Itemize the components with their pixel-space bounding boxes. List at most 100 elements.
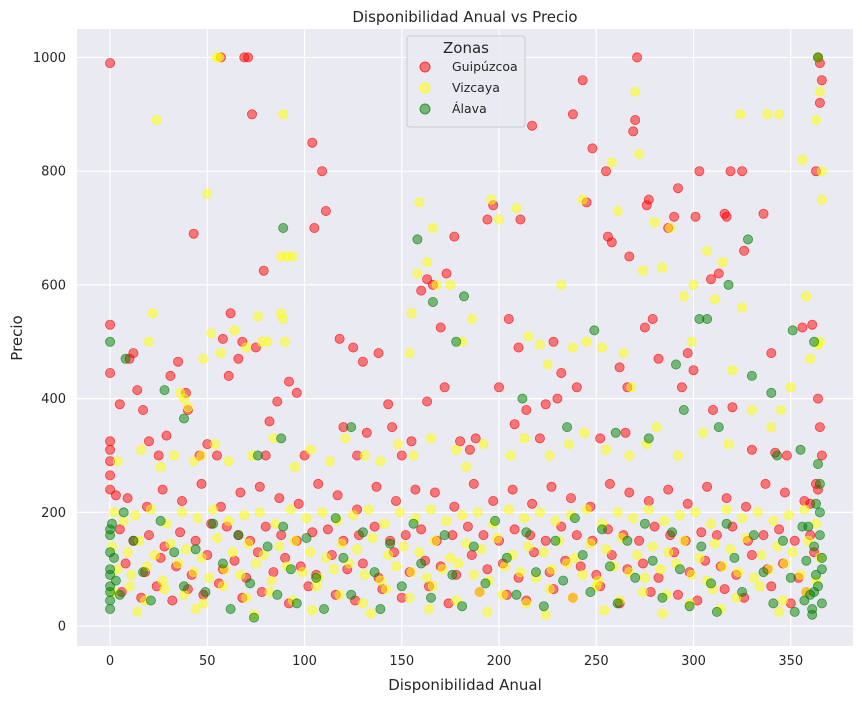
point-guipuzcoa xyxy=(746,444,757,455)
point-guipuzcoa xyxy=(669,211,680,222)
point-vizcaya xyxy=(215,348,226,359)
point-guipuzcoa xyxy=(435,322,446,333)
point-guipuzcoa xyxy=(567,109,578,120)
point-vizcaya xyxy=(482,606,493,617)
point-vizcaya xyxy=(779,558,790,569)
tick-labels: 0 50 100 150 200 250 300 350 0 200 400 600 800 1000 xyxy=(33,51,803,669)
point-alava xyxy=(346,422,357,433)
point-guipuzcoa xyxy=(153,450,164,461)
point-guipuzcoa xyxy=(317,166,328,177)
point-alava xyxy=(809,336,820,347)
point-alava xyxy=(439,530,450,541)
point-alava xyxy=(128,535,139,546)
point-guipuzcoa xyxy=(114,399,125,410)
point-guipuzcoa xyxy=(441,268,452,279)
point-alava xyxy=(706,578,717,589)
point-alava xyxy=(385,538,396,549)
point-alava xyxy=(200,587,211,598)
legend-label-vizcaya: Vizcaya xyxy=(452,80,500,95)
point-vizcaya xyxy=(196,552,207,563)
legend: Zonas Guipúzcoa Vizcaya Álava xyxy=(406,35,526,128)
point-vizcaya xyxy=(211,533,222,544)
point-vizcaya xyxy=(202,188,213,199)
point-alava xyxy=(120,353,131,364)
point-guipuzcoa xyxy=(122,493,133,504)
point-guipuzcoa xyxy=(509,524,520,535)
point-vizcaya xyxy=(414,547,425,558)
point-alava xyxy=(768,598,779,609)
point-vizcaya xyxy=(196,450,207,461)
point-guipuzcoa xyxy=(606,237,617,248)
point-vizcaya xyxy=(149,550,160,561)
legend-title: Zonas xyxy=(443,39,489,57)
point-guipuzcoa xyxy=(322,524,333,535)
point-guipuzcoa xyxy=(225,308,236,319)
point-alava xyxy=(252,450,263,461)
point-alava xyxy=(711,606,722,617)
point-vizcaya xyxy=(460,461,471,472)
point-guipuzcoa xyxy=(429,487,440,498)
point-vizcaya xyxy=(328,564,339,575)
point-vizcaya xyxy=(723,439,734,450)
point-vizcaya xyxy=(289,535,300,546)
point-vizcaya xyxy=(564,439,575,450)
point-vizcaya xyxy=(624,450,635,461)
point-vizcaya xyxy=(519,433,530,444)
point-alava xyxy=(671,359,682,370)
point-vizcaya xyxy=(816,166,827,177)
point-guipuzcoa xyxy=(694,166,705,177)
point-vizcaya xyxy=(311,581,322,592)
point-vizcaya xyxy=(250,558,261,569)
point-alava xyxy=(427,296,438,307)
point-guipuzcoa xyxy=(422,396,433,407)
point-guipuzcoa xyxy=(455,436,466,447)
point-vizcaya xyxy=(585,538,596,549)
point-alava xyxy=(743,234,754,245)
point-guipuzcoa xyxy=(673,589,684,600)
point-guipuzcoa xyxy=(571,530,582,541)
point-alava xyxy=(630,572,641,583)
point-guipuzcoa xyxy=(540,399,551,410)
point-guipuzcoa xyxy=(293,498,304,509)
point-guipuzcoa xyxy=(254,481,265,492)
point-guipuzcoa xyxy=(624,487,635,498)
point-vizcaya xyxy=(445,552,456,563)
point-vizcaya xyxy=(778,595,789,606)
point-vizcaya xyxy=(626,382,637,393)
point-vizcaya xyxy=(709,538,720,549)
point-vizcaya xyxy=(451,444,462,455)
point-vizcaya xyxy=(289,461,300,472)
point-vizcaya xyxy=(597,342,608,353)
y-tick-label: 600 xyxy=(41,278,66,293)
point-guipuzcoa xyxy=(120,558,131,569)
point-vizcaya xyxy=(406,567,417,578)
point-guipuzcoa xyxy=(416,285,427,296)
point-vizcaya xyxy=(243,538,254,549)
point-vizcaya xyxy=(352,544,363,555)
point-alava xyxy=(813,458,824,469)
point-vizcaya xyxy=(577,569,588,580)
point-guipuzcoa xyxy=(639,322,650,333)
point-guipuzcoa xyxy=(721,211,732,222)
point-alava xyxy=(785,572,796,583)
point-guipuzcoa xyxy=(357,356,368,367)
point-alava xyxy=(278,222,289,233)
legend-marker-guipuzcoa xyxy=(419,61,431,73)
point-guipuzcoa xyxy=(556,367,567,378)
point-guipuzcoa xyxy=(114,524,125,535)
point-guipuzcoa xyxy=(779,487,790,498)
point-alava xyxy=(696,541,707,552)
point-alava xyxy=(225,604,236,615)
point-vizcaya xyxy=(649,217,660,228)
point-alava xyxy=(789,606,800,617)
point-alava xyxy=(622,535,633,546)
point-vizcaya xyxy=(639,572,650,583)
point-vizcaya xyxy=(258,550,269,561)
point-vizcaya xyxy=(698,427,709,438)
x-tick-label: 50 xyxy=(199,654,216,669)
point-vizcaya xyxy=(305,547,316,558)
point-vizcaya xyxy=(686,569,697,580)
point-guipuzcoa xyxy=(816,450,827,461)
point-alava xyxy=(190,544,201,555)
point-alava xyxy=(155,515,166,526)
